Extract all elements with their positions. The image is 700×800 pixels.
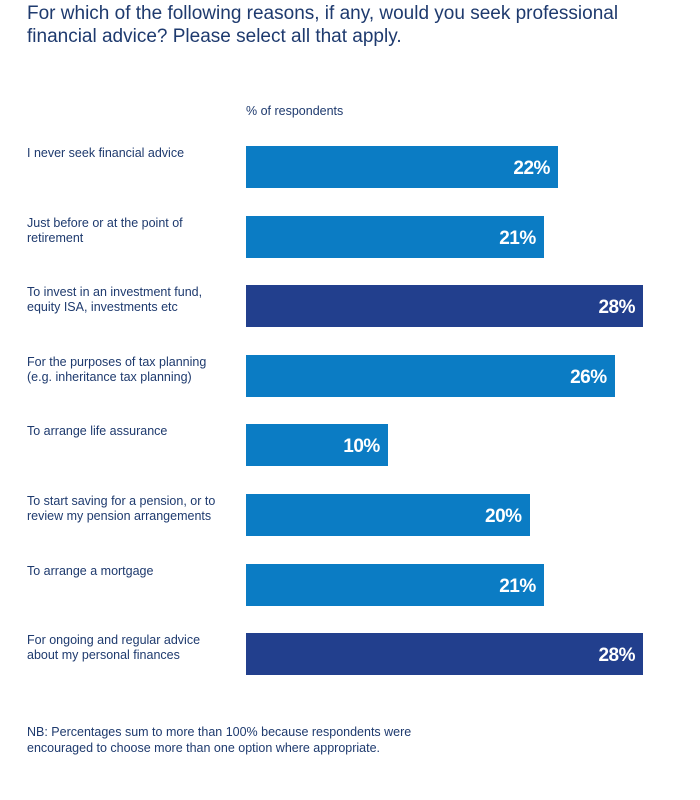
bar-value-label: 21% [499,575,536,597]
category-label: To start saving for a pension, or to rev… [27,494,216,523]
category-label: Just before or at the point of retiremen… [27,215,183,245]
bar: 26% [246,354,615,397]
bar: 28% [246,285,643,328]
bar: 10% [246,424,388,467]
category-label: For ongoing and regular advice about my … [27,633,201,663]
category-label: To invest in an investment fund, equity … [27,285,203,315]
bar-value-label: 22% [513,158,550,179]
bar-value-label: 21% [499,227,536,249]
category-label: To arrange a mortgage [27,563,154,578]
bar: 21% [246,215,544,258]
bar-value-label: 26% [570,366,607,388]
category-label: To arrange life assurance [27,424,168,439]
bar: 22% [246,146,558,188]
bar: 28% [246,633,643,676]
footnote: NB: Percentages sum to more than 100% be… [27,725,412,755]
bar: 21% [246,563,544,606]
category-label: For the purposes of tax planning (e.g. i… [27,354,207,384]
chart-title: For which of the following reasons, if a… [27,3,619,47]
bar: 20% [246,494,530,536]
category-label: I never seek financial advice [27,146,185,160]
bar-value-label: 28% [598,297,635,319]
unit-label: % of respondents [246,104,344,118]
bar-value-label: 20% [485,506,522,527]
bar-value-label: 28% [598,645,635,667]
bar-value-label: 10% [343,436,380,458]
